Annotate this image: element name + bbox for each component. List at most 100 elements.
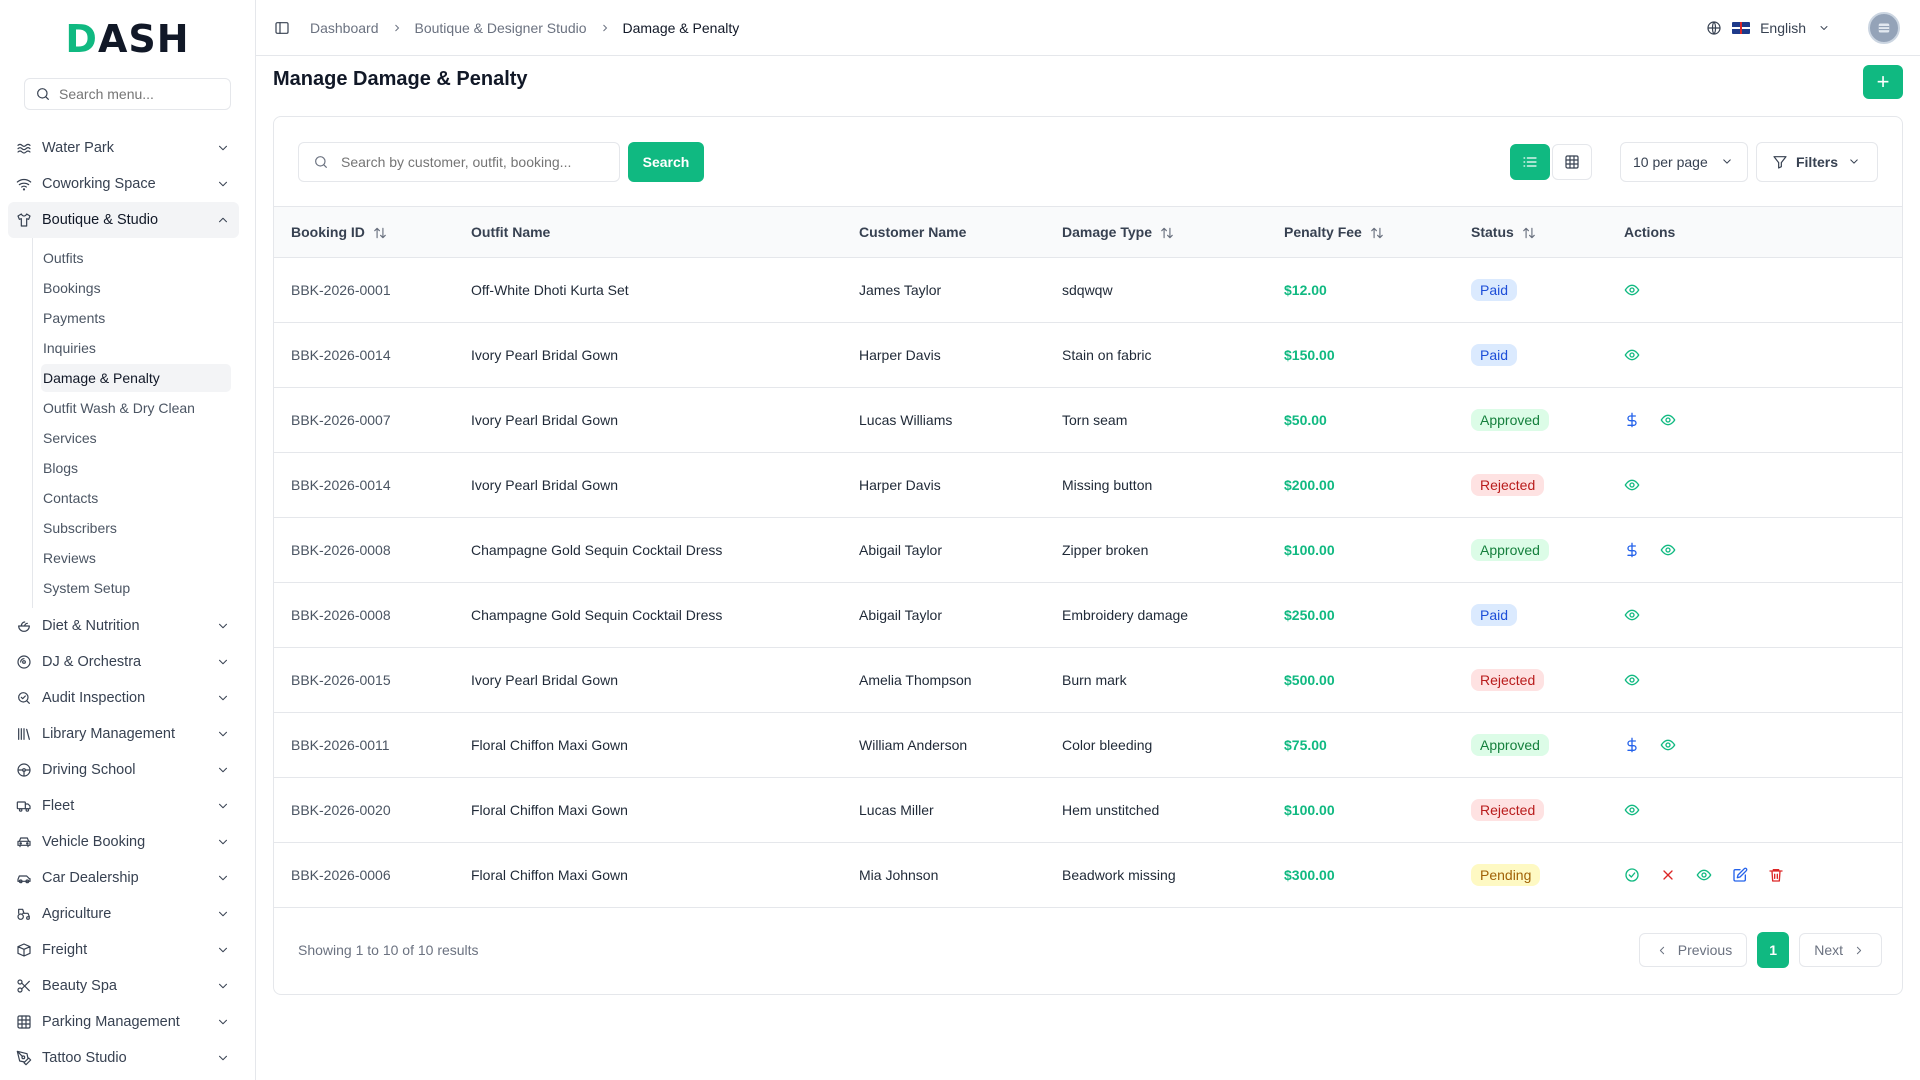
user-avatar-icon (1878, 23, 1890, 32)
column-header-damage-type[interactable]: Damage Type (1045, 207, 1267, 257)
submenu-item-contacts[interactable]: Contacts (43, 490, 99, 506)
submenu-item-blogs[interactable]: Blogs (43, 460, 79, 476)
eye-icon[interactable] (1624, 477, 1640, 493)
actions-cell (1607, 582, 1902, 647)
submenu-item-outfits[interactable]: Outfits (43, 250, 84, 266)
per-page-select[interactable]: 10 per page (1620, 141, 1748, 182)
booking-id-cell: BBK-2026-0006 (291, 866, 391, 883)
damage-type-cell: Burn mark (1062, 671, 1127, 688)
breadcrumb-item[interactable]: Boutique & Designer Studio (414, 19, 587, 36)
previous-page-button[interactable]: Previous (1638, 933, 1748, 967)
sort-icon[interactable] (1522, 226, 1536, 240)
column-header-penalty-fee[interactable]: Penalty Fee (1267, 207, 1454, 257)
eye-icon[interactable] (1660, 737, 1676, 753)
eye-icon[interactable] (1624, 282, 1640, 298)
eye-icon[interactable] (1660, 412, 1676, 428)
sidebar-item-agriculture[interactable]: Agriculture (8, 896, 239, 932)
sidebar-item-library-management[interactable]: Library Management (8, 716, 239, 752)
filter-icon (1773, 155, 1787, 169)
grid-view-button[interactable] (1552, 143, 1592, 180)
dollar-icon[interactable] (1624, 542, 1640, 558)
sidebar-item-water-park[interactable]: Water Park (8, 130, 239, 166)
sidebar-item-boutique-studio[interactable]: Boutique & Studio (8, 202, 239, 238)
submenu-item-inquiries[interactable]: Inquiries (43, 340, 96, 356)
list-view-button[interactable] (1510, 143, 1550, 180)
sidebar-item-parking-management[interactable]: Parking Management (8, 1004, 239, 1040)
column-header-booking-id[interactable]: Booking ID (274, 207, 454, 257)
status-badge: Approved (1471, 733, 1549, 756)
eye-icon[interactable] (1624, 802, 1640, 818)
customer-name-cell: Harper Davis (859, 476, 941, 493)
page-number-current[interactable]: 1 (1757, 932, 1790, 968)
add-button[interactable]: + (1863, 65, 1903, 99)
search-icon (37, 88, 49, 100)
submenu-item-damage-penalty[interactable]: Damage & Penalty (41, 364, 231, 392)
submenu-item-bookings[interactable]: Bookings (43, 280, 101, 296)
check-circle-icon[interactable] (1624, 867, 1640, 883)
trash-icon[interactable] (1768, 867, 1784, 883)
sort-icon[interactable] (1370, 226, 1384, 240)
next-page-button[interactable]: Next (1799, 933, 1882, 967)
column-header-status[interactable]: Status (1454, 207, 1607, 257)
chevron-left-icon (1659, 946, 1664, 954)
sort-icon[interactable] (1160, 226, 1174, 240)
pagination: Previous 1 Next (1638, 932, 1882, 968)
car-front-icon (17, 837, 31, 848)
disc-icon (17, 655, 31, 669)
sidebar-item-audit-inspection[interactable]: Audit Inspection (8, 680, 239, 716)
sidebar-item-beauty-spa[interactable]: Beauty Spa (8, 968, 239, 1004)
submenu-item-outfit-wash-dry-clean[interactable]: Outfit Wash & Dry Clean (43, 400, 195, 416)
sidebar-item-tattoo-studio[interactable]: Tattoo Studio (8, 1040, 239, 1076)
eye-icon[interactable] (1624, 347, 1640, 363)
filters-button[interactable]: Filters (1756, 141, 1878, 182)
table-row: BBK-2026-0014 Ivory Pearl Bridal Gown Harp… (274, 452, 1902, 517)
search-button[interactable]: Search (628, 141, 704, 182)
eye-icon[interactable] (1624, 672, 1640, 688)
submenu-item-services[interactable]: Services (43, 430, 97, 446)
table-search-input[interactable] (341, 153, 605, 170)
table-row: BBK-2026-0014 Ivory Pearl Bridal Gown Harp… (274, 322, 1902, 387)
sidebar-item-fleet[interactable]: Fleet (8, 788, 239, 824)
booking-id-cell: BBK-2026-0008 (291, 606, 391, 623)
customer-name-cell: James Taylor (859, 281, 942, 298)
sidebar-item-dj-orchestra[interactable]: DJ & Orchestra (8, 644, 239, 680)
chevron-right-icon (394, 24, 399, 31)
outfit-name-cell: Floral Chiffon Maxi Gown (471, 736, 628, 753)
damage-type-cell: sdqwqw (1062, 281, 1113, 298)
eye-icon[interactable] (1660, 542, 1676, 558)
table-footer: Showing 1 to 10 of 10 results Previous 1… (274, 908, 1902, 993)
sidebar-item-label: DJ & Orchestra (42, 654, 142, 670)
sidebar-item-diet-nutrition[interactable]: Diet & Nutrition (8, 608, 239, 644)
sidebar-search-input[interactable] (59, 86, 220, 102)
language-select[interactable]: English (1760, 19, 1806, 36)
sidebar-item-coworking-space[interactable]: Coworking Space (8, 166, 239, 202)
submenu-item-system-setup[interactable]: System Setup (43, 580, 131, 596)
submenu-item-payments[interactable]: Payments (43, 310, 106, 326)
actions-cell (1607, 387, 1902, 452)
avatar[interactable] (1868, 11, 1900, 44)
sidebar-item-driving-school[interactable]: Driving School (8, 752, 239, 788)
search-icon (315, 155, 327, 168)
breadcrumb-item[interactable]: Dashboard (310, 19, 379, 36)
close-icon[interactable] (1660, 867, 1676, 883)
penalty-fee-cell: $200.00 (1284, 476, 1335, 493)
dollar-icon[interactable] (1624, 737, 1640, 753)
sidebar-item-freight[interactable]: Freight (8, 932, 239, 968)
search-check-icon (18, 692, 30, 704)
dollar-icon[interactable] (1624, 412, 1640, 428)
page-title: Manage Damage & Penalty (273, 68, 528, 90)
submenu-item-reviews[interactable]: Reviews (43, 550, 96, 566)
uk-flag-icon (1732, 21, 1751, 34)
tractor-icon (17, 908, 30, 920)
sort-icon[interactable] (373, 226, 387, 240)
sidebar-toggle-icon[interactable] (274, 20, 290, 36)
logo[interactable]: DASH (0, 0, 255, 78)
submenu-item-subscribers[interactable]: Subscribers (43, 520, 117, 536)
eye-icon[interactable] (1696, 867, 1712, 883)
edit-icon[interactable] (1732, 867, 1748, 883)
sidebar-item-car-dealership[interactable]: Car Dealership (8, 860, 239, 896)
status-cell: Paid (1454, 582, 1607, 647)
sidebar-item-vehicle-booking[interactable]: Vehicle Booking (8, 824, 239, 860)
view-toggle (1510, 143, 1592, 180)
eye-icon[interactable] (1624, 607, 1640, 623)
